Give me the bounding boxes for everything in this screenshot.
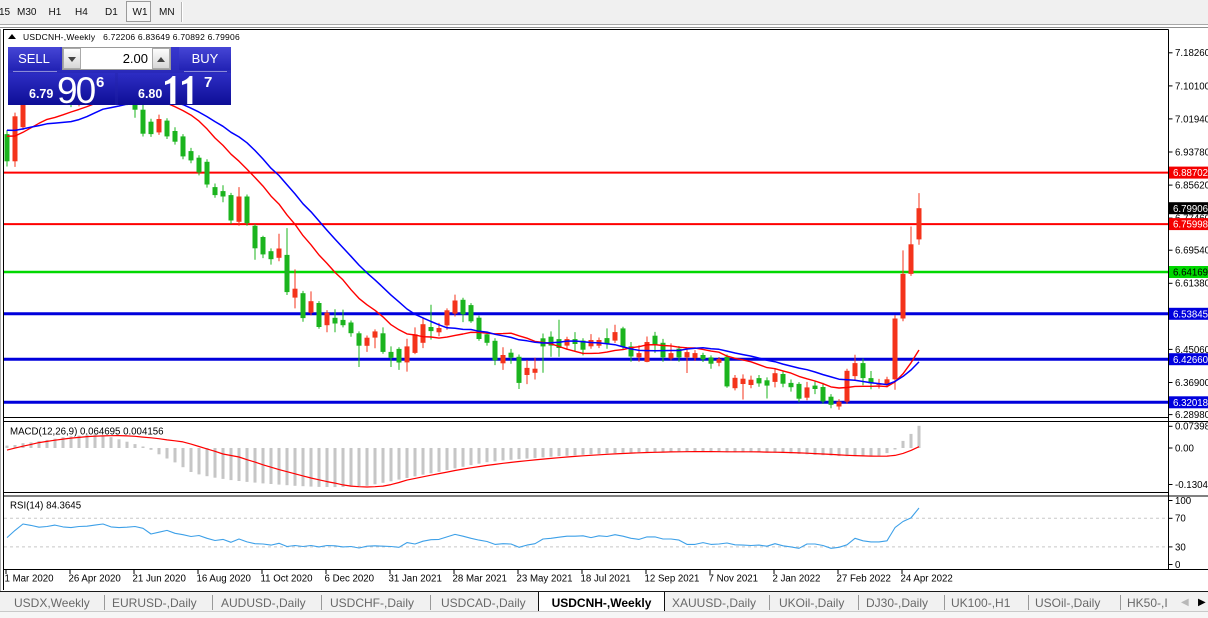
svg-text:0.073986: 0.073986	[1175, 422, 1208, 433]
svg-text:30: 30	[1175, 542, 1186, 553]
svg-text:6.61380: 6.61380	[1175, 279, 1208, 290]
svg-text:6.53845: 6.53845	[1173, 309, 1208, 320]
svg-text:28 Mar 2021: 28 Mar 2021	[453, 574, 507, 585]
svg-text:7.01940: 7.01940	[1175, 114, 1208, 125]
svg-text:1 Mar 2020: 1 Mar 2020	[5, 574, 55, 585]
svg-text:0: 0	[1175, 560, 1181, 571]
svg-text:31 Jan 2021: 31 Jan 2021	[389, 574, 442, 585]
svg-text:6.36900: 6.36900	[1175, 378, 1208, 389]
svg-text:26 Apr 2020: 26 Apr 2020	[69, 574, 122, 585]
svg-text:6.32018: 6.32018	[1173, 398, 1208, 409]
svg-text:6.88702: 6.88702	[1173, 168, 1208, 179]
svg-text:18 Jul 2021: 18 Jul 2021	[581, 574, 631, 585]
svg-text:7.10100: 7.10100	[1175, 81, 1208, 92]
svg-text:6.85620: 6.85620	[1175, 181, 1208, 192]
svg-text:RSI(14) 84.3645: RSI(14) 84.3645	[10, 501, 81, 512]
svg-text:6.45060: 6.45060	[1175, 345, 1208, 356]
svg-text:6.75998: 6.75998	[1173, 220, 1208, 231]
svg-text:MACD(12,26,9) 0.064695 0.00415: MACD(12,26,9) 0.064695 0.004156	[10, 427, 164, 438]
svg-text:6 Dec 2020: 6 Dec 2020	[325, 574, 375, 585]
svg-text:7 Nov 2021: 7 Nov 2021	[709, 574, 759, 585]
svg-text:11 Oct 2020: 11 Oct 2020	[261, 574, 314, 585]
svg-text:7.18260: 7.18260	[1175, 48, 1208, 59]
svg-text:6.69540: 6.69540	[1175, 246, 1208, 257]
svg-text:6.64169: 6.64169	[1173, 268, 1208, 279]
svg-text:12 Sep 2021: 12 Sep 2021	[645, 574, 700, 585]
svg-text:6.42660: 6.42660	[1173, 355, 1208, 366]
svg-text:6.79906: 6.79906	[1173, 204, 1208, 215]
svg-text:16 Aug 2020: 16 Aug 2020	[197, 574, 252, 585]
svg-text:21 Jun 2020: 21 Jun 2020	[133, 574, 187, 585]
svg-text:0.00: 0.00	[1175, 443, 1194, 454]
svg-text:24 Apr 2022: 24 Apr 2022	[901, 574, 953, 585]
svg-text:100: 100	[1175, 496, 1192, 507]
svg-text:6.28980: 6.28980	[1175, 410, 1208, 421]
svg-text:2 Jan 2022: 2 Jan 2022	[773, 574, 821, 585]
svg-text:27 Feb 2022: 27 Feb 2022	[837, 574, 891, 585]
svg-text:70: 70	[1175, 514, 1186, 525]
svg-text:6.93780: 6.93780	[1175, 147, 1208, 158]
svg-text:23 May 2021: 23 May 2021	[517, 574, 573, 585]
